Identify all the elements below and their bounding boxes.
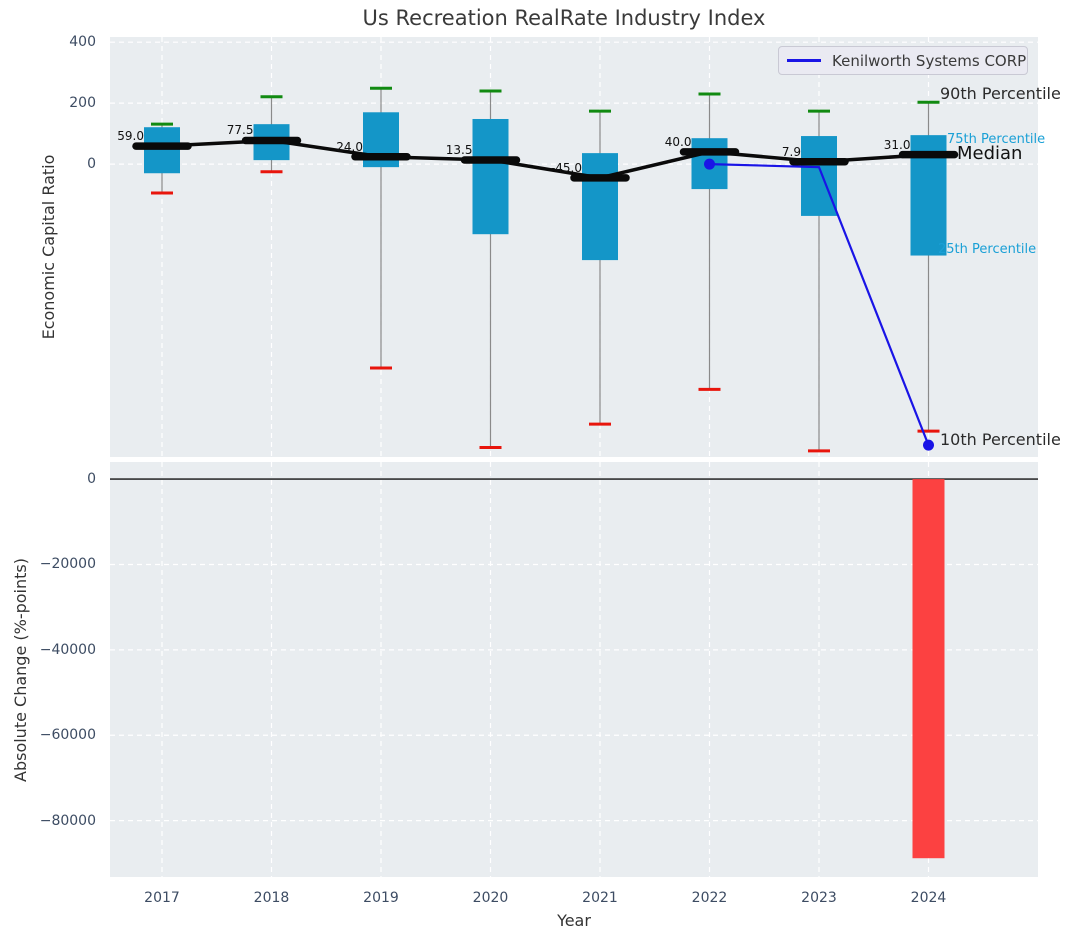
median-value-label: 13.5 [445,142,473,157]
chart-title: Us Recreation RealRate Industry Index [362,6,766,30]
x-tick-label: 2020 [472,890,509,906]
x-tick-label: 2024 [910,890,947,906]
x-tick-label: 2021 [582,890,618,906]
x-tick-label: 2019 [363,890,399,906]
median-value-label: 77.5 [226,123,254,138]
bottom-panel-background [110,462,1038,877]
annotation-90th-percentile: 90th Percentile [940,84,1061,103]
boxplot-box [144,127,180,174]
boxplot-box [582,153,618,261]
median-value-label: 24.0 [336,139,363,154]
legend: Kenilworth Systems CORP [778,46,1028,75]
change-bar [912,479,945,859]
legend-label: Kenilworth Systems CORP [832,51,1027,70]
y-tick-label: 0 [87,471,96,488]
company-marker [704,158,715,170]
x-tick-label: 2017 [144,890,180,906]
y-tick-label: −40000 [39,641,96,658]
median-value-label: 59.0 [117,129,144,144]
median-value-label: 40.0 [664,134,692,149]
y-tick-label: 400 [69,34,96,51]
y-tick-label: −60000 [39,727,96,744]
legend-line-sample [787,59,821,62]
y-tick-label: −80000 [39,812,96,829]
x-tick-label: 2022 [691,890,728,906]
y-tick-label: 200 [69,95,96,112]
y-tick-label: 0 [87,156,96,173]
annotation-75th-percentile: 75th Percentile [947,132,1046,147]
company-marker [923,439,934,451]
y-axis-label-bottom: Absolute Change (%-points) [11,558,30,782]
x-axis-label: Year [557,911,591,930]
boxplot-box [801,136,837,216]
annotation-median: Median [957,143,1023,164]
x-tick-label: 2018 [253,890,290,906]
x-tick-label: 2023 [801,890,837,906]
median-value-label: -45.0 [550,160,582,175]
annotation-25th-percentile: 25th Percentile [938,242,1037,257]
median-value-label: 7.9 [781,144,801,159]
boxplot-box [472,118,509,235]
top-panel-background [110,37,1038,457]
y-tick-label: −20000 [39,556,96,573]
median-value-label: 31.0 [883,137,911,152]
annotation-10th-percentile: 10th Percentile [940,430,1061,449]
company-line [709,162,930,446]
